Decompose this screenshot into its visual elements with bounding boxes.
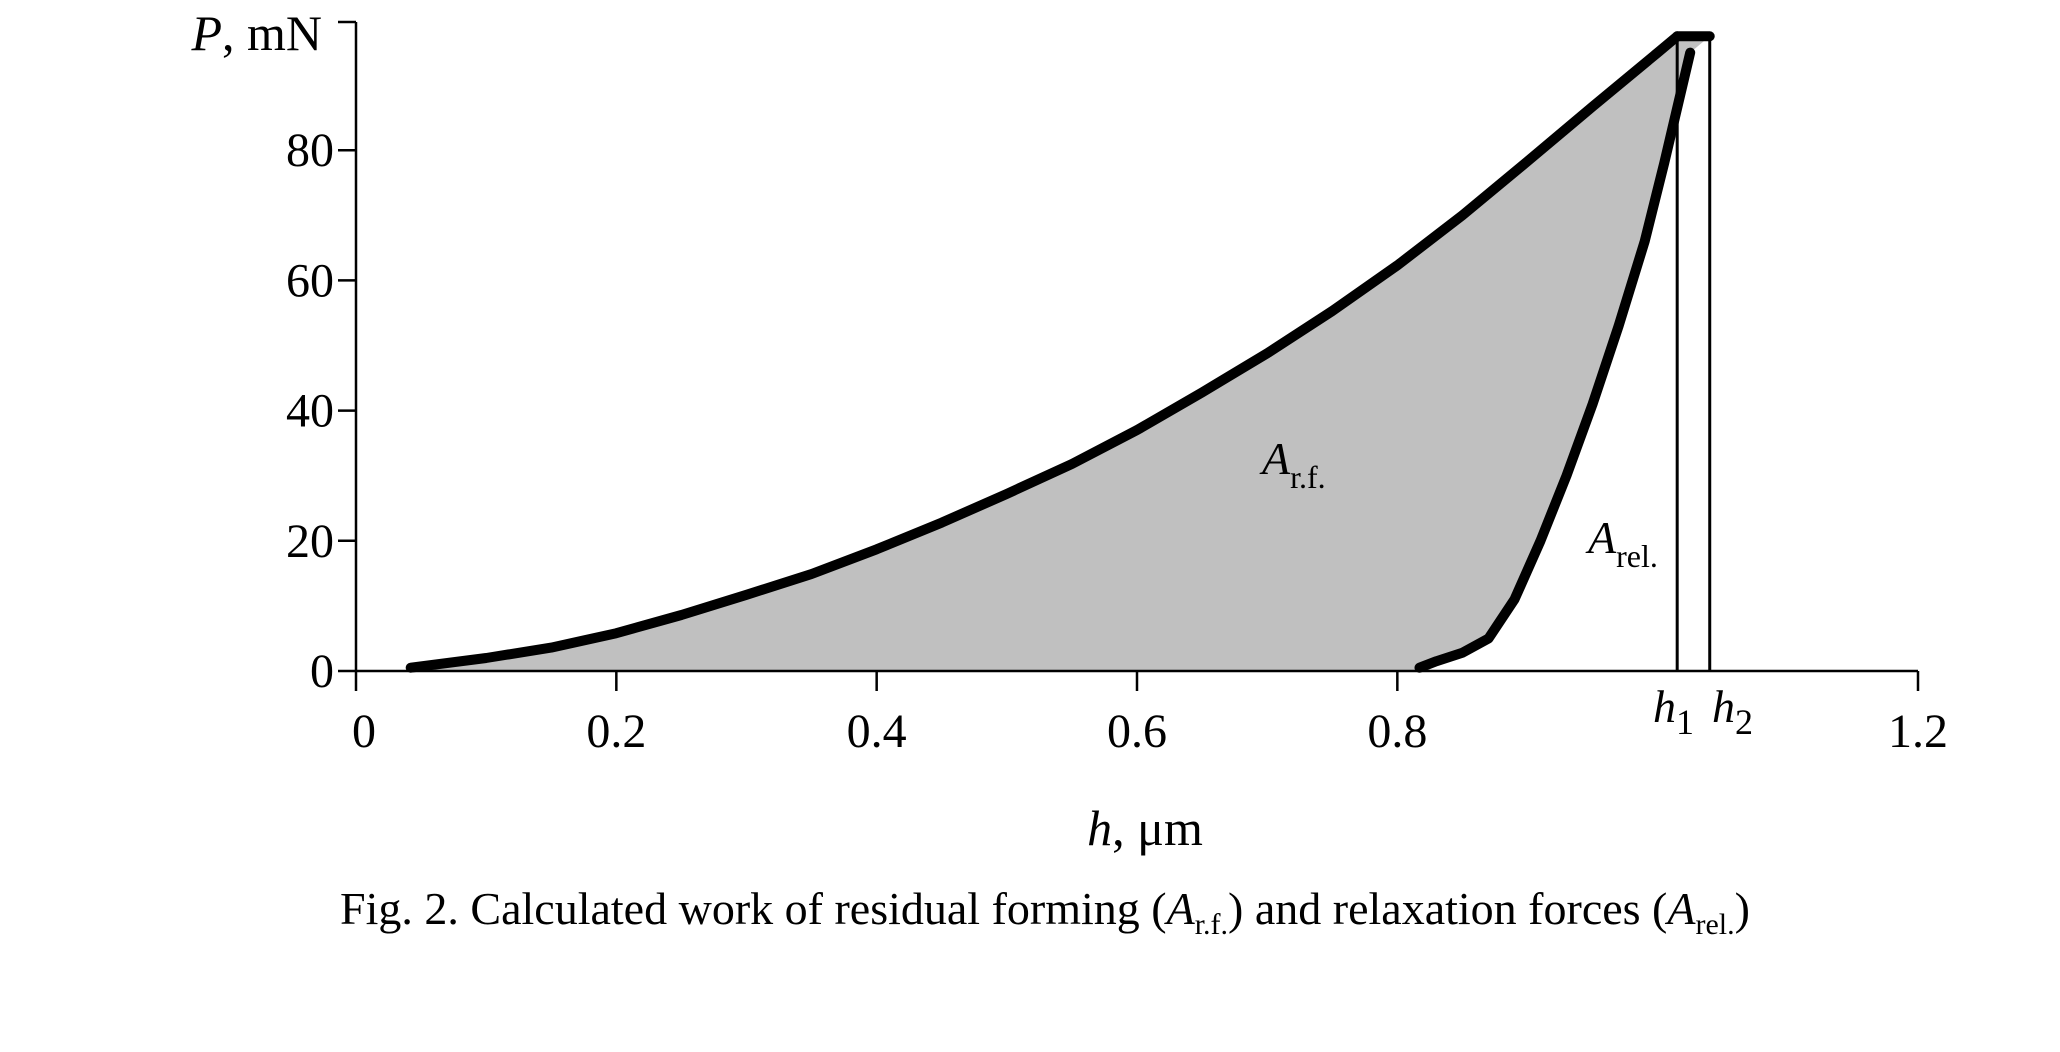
x-axis-label: h, μm — [1087, 800, 1203, 856]
y-axis-label: P, mN — [190, 5, 322, 61]
caption-prefix: Fig. 2. Calculated work of residual form… — [340, 883, 1167, 934]
marker-h1-sub: 1 — [1676, 702, 1694, 742]
x-tick-label: 0.2 — [586, 705, 646, 758]
x-tick-label: 0.4 — [847, 705, 907, 758]
y-tick-label: 20 — [286, 515, 334, 568]
x-tick-label: 0.8 — [1367, 705, 1427, 758]
marker-label-h1: h1 — [1653, 681, 1694, 742]
x-ticks: 0 0.2 0.4 0.6 0.8 1.2 — [352, 671, 1948, 758]
caption-a2: A — [1664, 883, 1696, 934]
caption-a1-sub: r.f. — [1195, 908, 1228, 941]
unloading-curve — [1414, 47, 1696, 673]
y-axis-var: P — [190, 5, 222, 61]
h-markers — [1675, 36, 1712, 671]
marker-label-h2: h2 — [1712, 681, 1753, 742]
caption-middle: ) and relaxation forces ( — [1228, 883, 1667, 934]
y-tick-label: 60 — [286, 254, 334, 307]
x-tick-label: 0 — [352, 705, 376, 758]
region-label-rf: Ar.f. — [1259, 433, 1326, 495]
x-tick-label: 1.2 — [1888, 705, 1948, 758]
y-tick-label: 40 — [286, 385, 334, 438]
region-label-rel-var: A — [1585, 512, 1617, 563]
y-tick-label: 80 — [286, 124, 334, 177]
axes: 0 0.2 0.4 0.6 0.8 1.2 0 20 40 60 80 — [286, 20, 1948, 758]
x-axis-var: h — [1087, 800, 1112, 856]
figure-caption: Fig. 2. Calculated work of residual form… — [340, 883, 1750, 941]
y-ticks: 0 20 40 60 80 — [286, 124, 356, 698]
y-axis-unit: mN — [247, 5, 322, 61]
marker-h1-var: h — [1653, 681, 1676, 732]
region-label-rel: Arel. — [1585, 512, 1658, 574]
caption-a2-sub: rel. — [1695, 908, 1734, 941]
work-area-fill — [410, 36, 1710, 672]
marker-h2-var: h — [1712, 681, 1735, 732]
region-label-rf-sub: r.f. — [1290, 459, 1326, 495]
x-axis-unit: μm — [1137, 800, 1203, 856]
region-label-rel-sub: rel. — [1616, 538, 1658, 574]
caption-a1: A — [1164, 883, 1196, 934]
y-tick-label: 0 — [310, 645, 334, 698]
marker-h2-sub: 2 — [1735, 702, 1753, 742]
region-label-rf-var: A — [1259, 433, 1291, 484]
caption-suffix: ) — [1735, 883, 1750, 934]
loading-curve — [405, 31, 1683, 673]
x-tick-label: 0.6 — [1107, 705, 1167, 758]
